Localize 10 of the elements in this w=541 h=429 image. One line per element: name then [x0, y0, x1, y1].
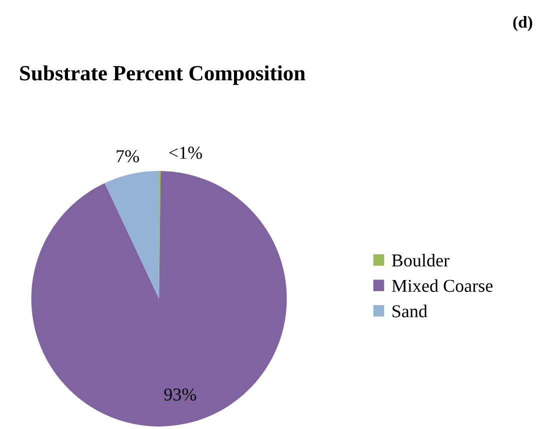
data-label: <1%: [169, 146, 202, 159]
legend-label: Mixed Coarse: [392, 279, 493, 292]
pie-slice: [31, 170, 287, 426]
chart-title: Substrate Percent Composition: [20, 65, 306, 85]
data-label: 7%: [116, 150, 139, 162]
pie-slice: [104, 170, 160, 299]
legend-label: Sand: [392, 304, 428, 318]
data-label: 93%: [164, 388, 196, 401]
text: (d): [513, 16, 532, 32]
legend-label: Boulder: [392, 254, 450, 267]
